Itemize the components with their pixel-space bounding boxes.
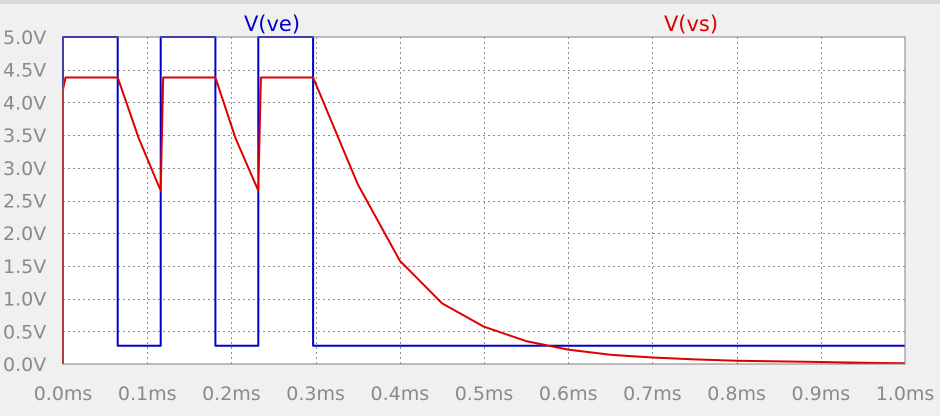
x-tick-label: 0.7ms [623, 383, 682, 405]
x-tick-label: 0.2ms [202, 383, 261, 405]
y-axis: 0.0V 0.5V 1.0V 1.5V 2.0V 2.5V 3.0V 3.5V 4.0V 4.5V… [3, 27, 46, 376]
y-tick-label: 0.0V [3, 354, 46, 376]
x-tick-label: 0.9ms [791, 383, 850, 405]
x-tick-label: 0.6ms [539, 383, 598, 405]
y-tick-label: 0.5V [3, 321, 46, 343]
window-top-strip [0, 0, 940, 4]
y-tick-label: 3.0V [3, 158, 46, 180]
y-tick-label: 1.5V [3, 256, 46, 278]
series-line-1 [62, 76, 906, 365]
y-tick-label: 2.5V [3, 191, 46, 213]
y-tick-label: 2.0V [3, 223, 46, 245]
x-tick-label: 1.0ms [876, 383, 935, 405]
y-tick-label: 1.0V [3, 289, 46, 311]
y-tick-label: 4.5V [3, 60, 46, 82]
legend: V(ve) V(vs) [244, 12, 718, 36]
x-tick-label: 0.3ms [286, 383, 345, 405]
legend-entry-vs: V(vs) [664, 12, 718, 36]
x-tick-label: 0.8ms [707, 383, 766, 405]
legend-entry-ve: V(ve) [244, 12, 300, 36]
x-tick-label: 0.1ms [118, 383, 177, 405]
plot-area [63, 37, 905, 364]
y-tick-label: 5.0V [3, 27, 46, 49]
x-tick-label: 0.5ms [455, 383, 514, 405]
x-tick-label: 0.0ms [34, 383, 93, 405]
x-axis: 0.0ms 0.1ms 0.2ms 0.3ms 0.4ms 0.5ms 0.6ms 0.7ms… [34, 383, 935, 405]
x-tick-label: 0.4ms [370, 383, 429, 405]
y-tick-label: 3.5V [3, 125, 46, 147]
plot-border [62, 36, 906, 365]
y-tick-label: 4.0V [3, 92, 46, 114]
grid [63, 37, 905, 364]
